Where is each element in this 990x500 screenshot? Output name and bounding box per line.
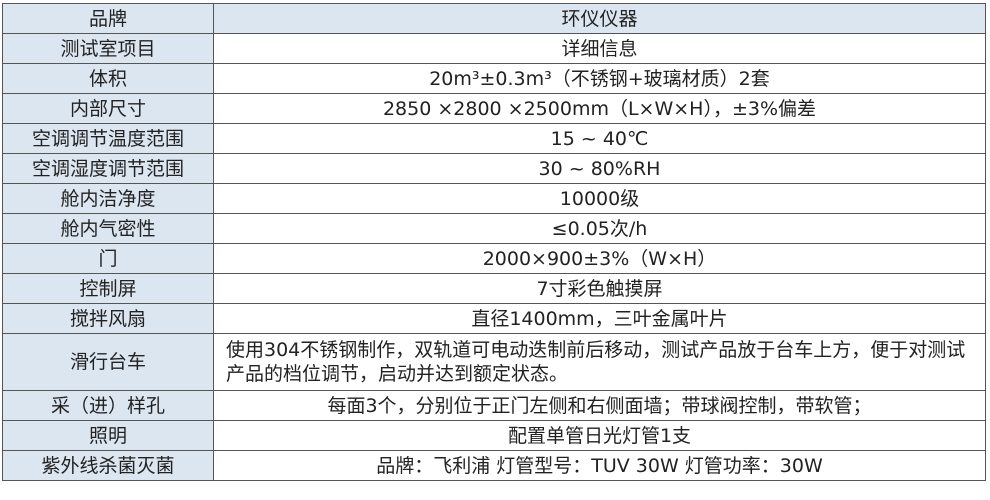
item-cell: 舱内洁净度 — [2, 183, 214, 214]
header-row: 品牌 环仪仪器 — [2, 3, 986, 34]
item-cell: 内部尺寸 — [2, 93, 214, 124]
item-cell: 照明 — [2, 420, 214, 451]
detail-cell: 7寸彩色触摸屏 — [213, 273, 986, 304]
item-cell: 舱内气密性 — [2, 213, 214, 244]
detail-cell: 20m³±0.3m³（不锈钢+玻璃材质）2套 — [213, 63, 986, 94]
item-cell: 控制屏 — [2, 273, 214, 304]
detail-cell: 详细信息 — [213, 33, 986, 64]
detail-cell: ≤0.05次/h — [213, 213, 986, 244]
item-cell: 采（进）样孔 — [2, 390, 214, 421]
table-body: 品牌 环仪仪器 测试室项目 详细信息 体积 20m³±0.3m³（不锈钢+玻璃材质）2… — [2, 3, 986, 481]
table-row: 门 2000×900±3%（W×H） — [2, 243, 986, 274]
table-row: 紫外线杀菌灭菌 品牌：飞利浦 灯管型号：TUV 30W 灯管功率：30W — [2, 450, 986, 481]
table-row: 测试室项目 详细信息 — [2, 33, 986, 64]
detail-cell: 15 ~ 40℃ — [213, 123, 986, 154]
item-cell: 搅拌风扇 — [2, 303, 214, 334]
item-cell: 测试室项目 — [2, 33, 214, 64]
header-cell: 环仪仪器 — [213, 3, 986, 34]
table-row: 舱内气密性 ≤0.05次/h — [2, 213, 986, 244]
item-cell: 体积 — [2, 63, 214, 94]
table-row: 体积 20m³±0.3m³（不锈钢+玻璃材质）2套 — [2, 63, 986, 94]
table-row: 采（进）样孔 每面3个，分别位于正门左侧和右侧面墙；带球阀控制，带软管； — [2, 390, 986, 421]
table-row: 搅拌风扇 直径1400mm，三叶金属叶片 — [2, 303, 986, 334]
table-row: 内部尺寸 2850 ×2800 ×2500mm（L×W×H），±3%偏差 — [2, 93, 986, 124]
detail-cell: 配置单管日光灯管1支 — [213, 420, 986, 451]
item-cell: 滑行台车 — [2, 333, 214, 391]
detail-cell: 30 ~ 80%RH — [213, 153, 986, 184]
spec-table-container: 品牌 环仪仪器 测试室项目 详细信息 体积 20m³±0.3m³（不锈钢+玻璃材质）2… — [2, 3, 986, 481]
detail-cell: 10000级 — [213, 183, 986, 214]
item-cell: 空调湿度调节范围 — [2, 153, 214, 184]
item-cell: 紫外线杀菌灭菌 — [2, 450, 214, 481]
table-row: 空调湿度调节范围 30 ~ 80%RH — [2, 153, 986, 184]
detail-cell: 品牌：飞利浦 灯管型号：TUV 30W 灯管功率：30W — [213, 450, 986, 481]
spec-table: 品牌 环仪仪器 测试室项目 详细信息 体积 20m³±0.3m³（不锈钢+玻璃材质）2… — [2, 3, 986, 481]
header-cell: 品牌 — [2, 3, 214, 34]
table-row: 滑行台车 使用304不锈钢制作，双轨道可电动迭制前后移动，测试产品放于台车上方，便… — [2, 333, 986, 391]
item-cell: 空调调节温度范围 — [2, 123, 214, 154]
item-cell: 门 — [2, 243, 214, 274]
table-row: 照明 配置单管日光灯管1支 — [2, 420, 986, 451]
table-row: 舱内洁净度 10000级 — [2, 183, 986, 214]
table-row: 空调调节温度范围 15 ~ 40℃ — [2, 123, 986, 154]
detail-cell: 每面3个，分别位于正门左侧和右侧面墙；带球阀控制，带软管； — [213, 390, 986, 421]
detail-cell: 2850 ×2800 ×2500mm（L×W×H），±3%偏差 — [213, 93, 986, 124]
detail-cell: 2000×900±3%（W×H） — [213, 243, 986, 274]
table-row: 控制屏 7寸彩色触摸屏 — [2, 273, 986, 304]
detail-cell: 使用304不锈钢制作，双轨道可电动迭制前后移动，测试产品放于台车上方，便于对测试… — [213, 333, 986, 391]
detail-cell: 直径1400mm，三叶金属叶片 — [213, 303, 986, 334]
